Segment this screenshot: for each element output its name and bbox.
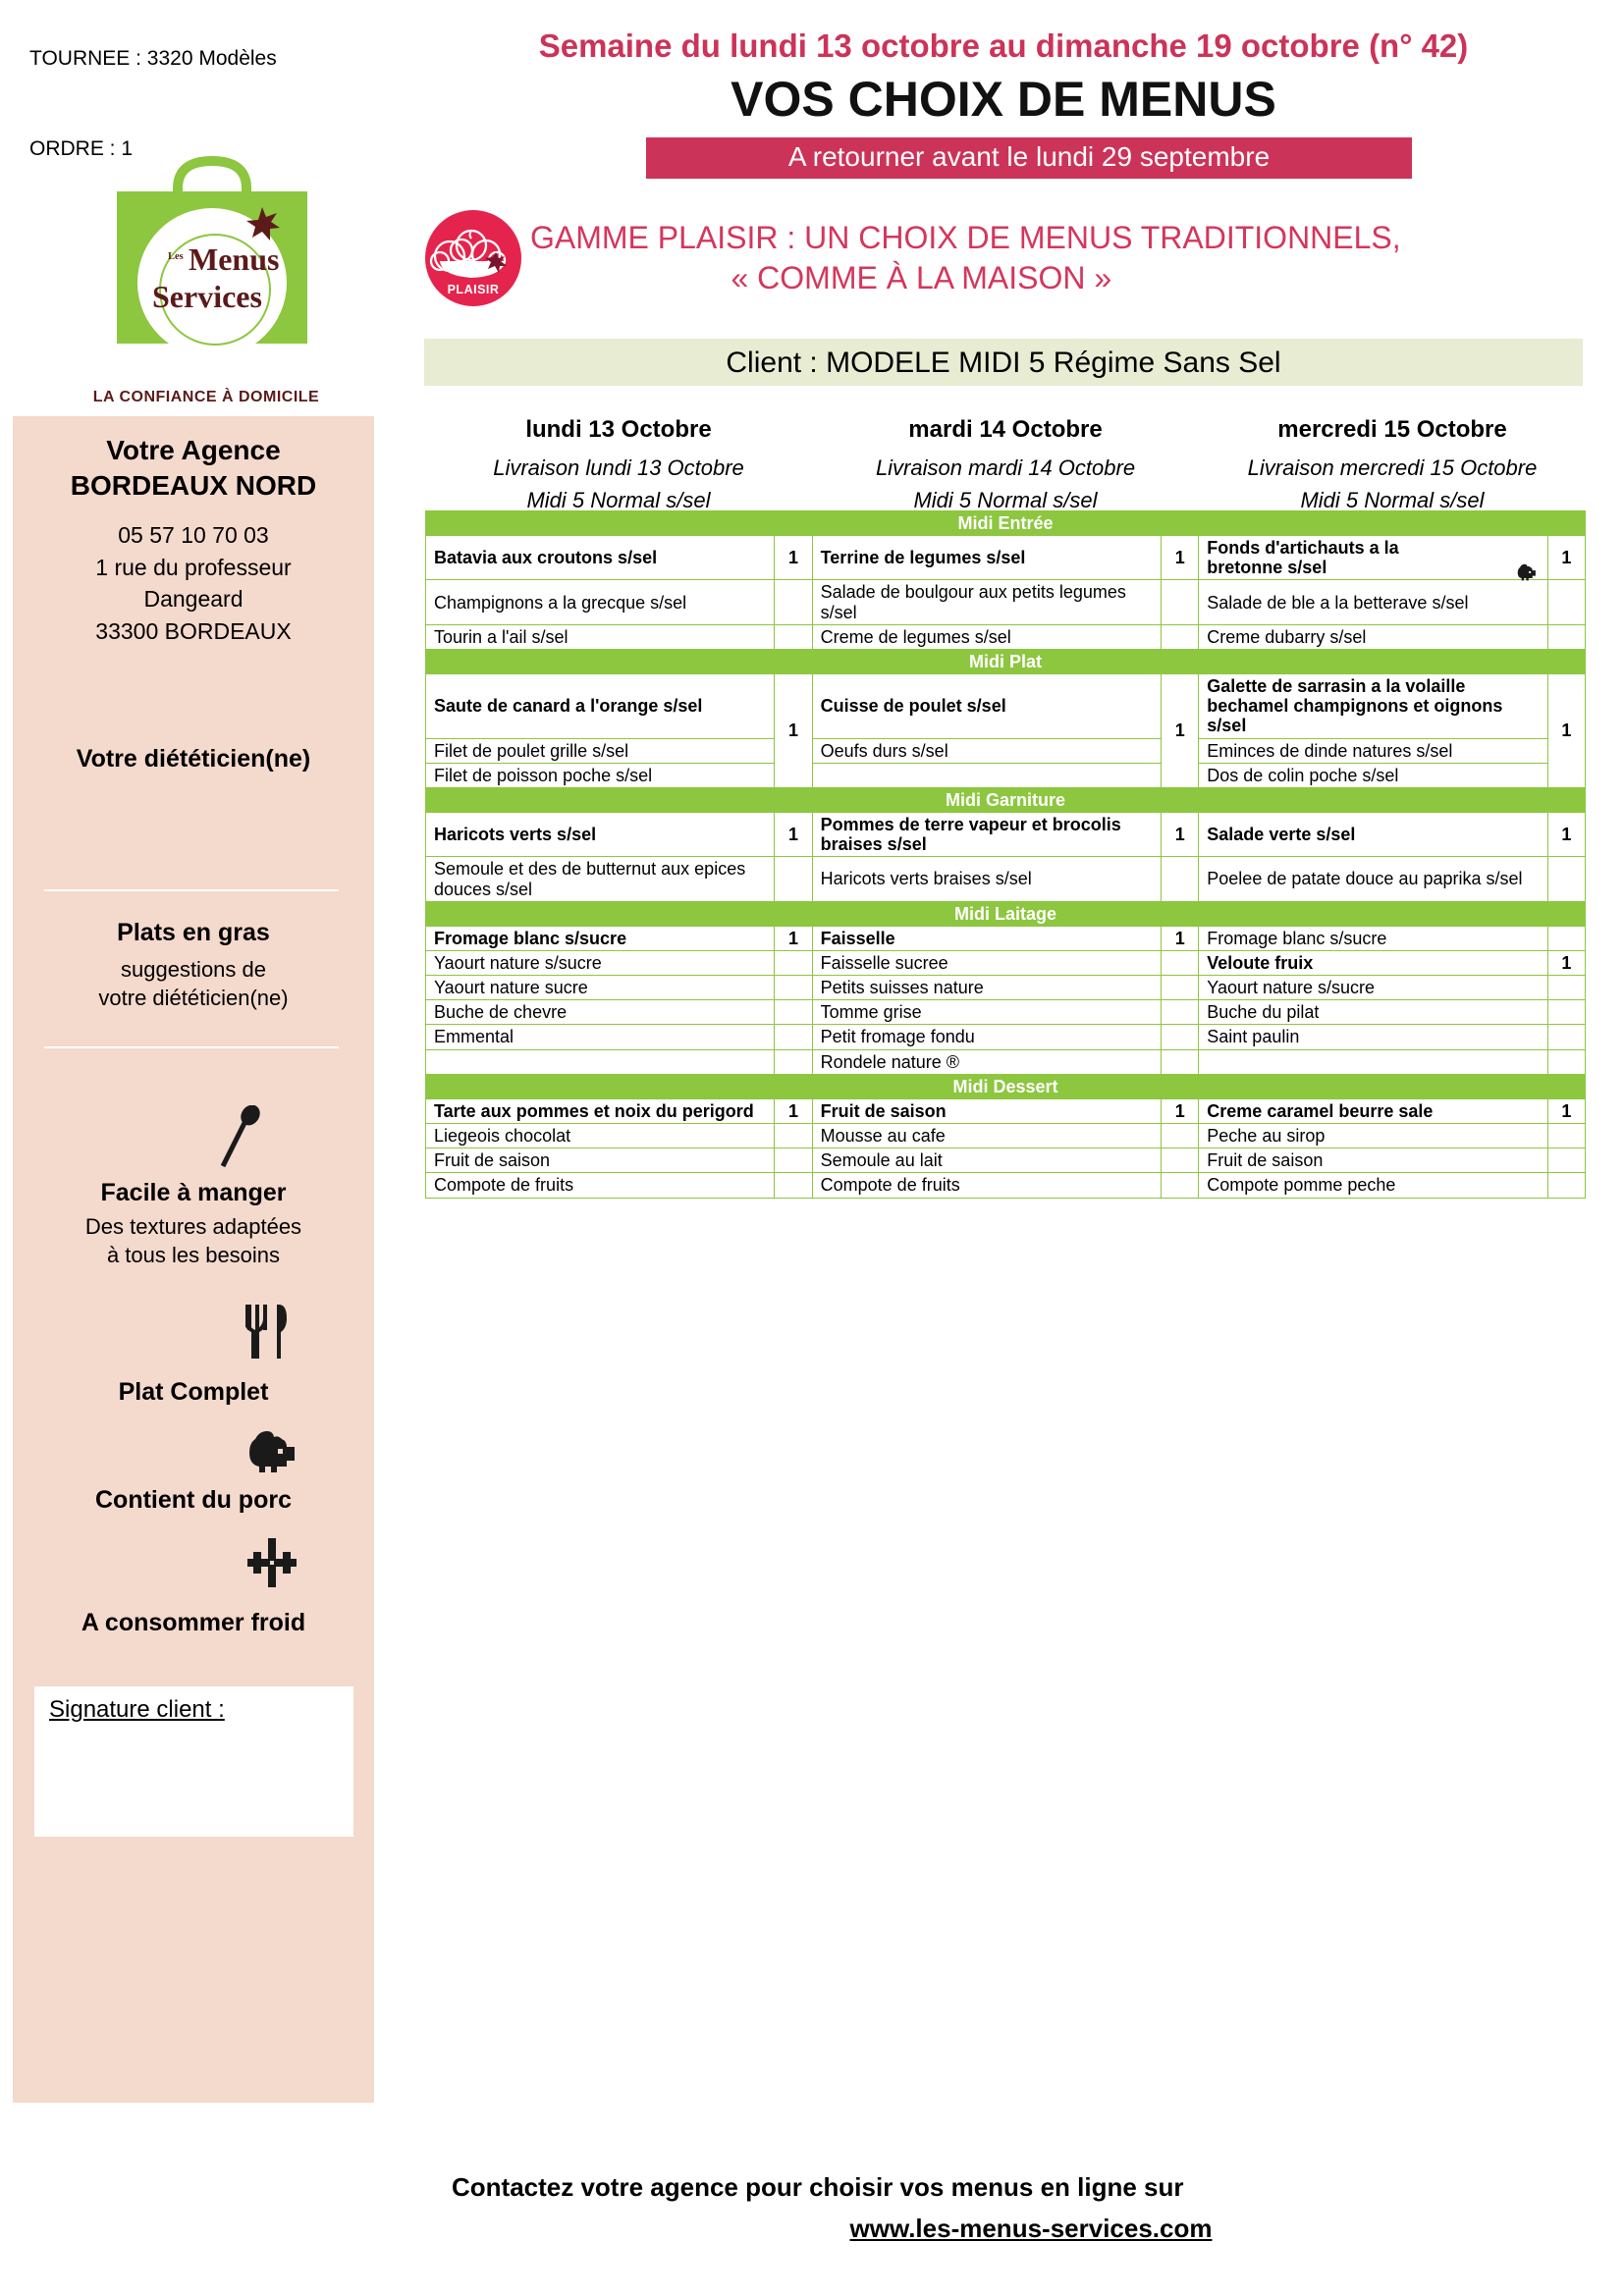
svg-text:PLAISIR: PLAISIR — [448, 283, 500, 296]
svg-text:Les: Les — [168, 251, 184, 262]
svg-text:Menus: Menus — [189, 241, 279, 277]
svg-text:Services: Services — [152, 279, 262, 314]
